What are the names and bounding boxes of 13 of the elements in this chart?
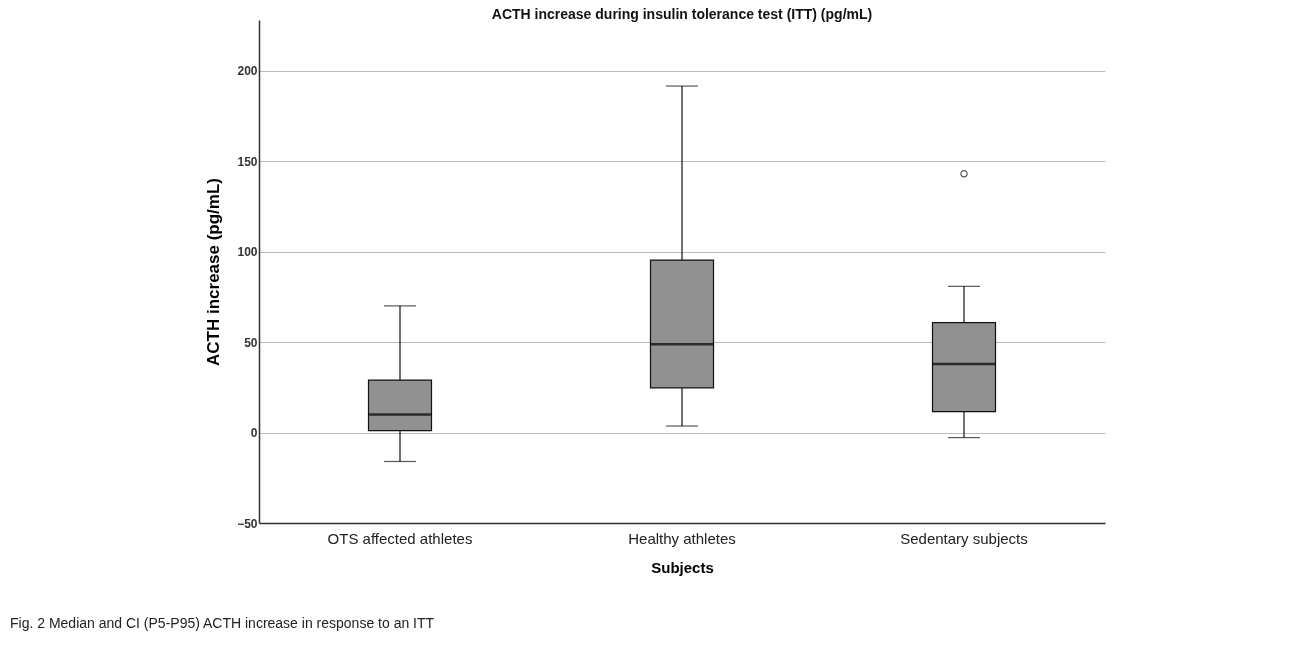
caption: Fig. 2 Median and CI (P5-P95) ACTH increase in response to an ITT: [10, 615, 435, 631]
y-tick-label: 150: [237, 154, 258, 169]
x-tick-label: Healthy athletes: [628, 529, 736, 547]
y-tick-label: 0: [250, 426, 258, 441]
y-tick-label: 100: [237, 245, 258, 260]
y-tick-label: 200: [237, 64, 258, 79]
y-axis-title: ACTH increase (pg/mL): [204, 178, 224, 366]
x-axis-title: Subjects: [651, 558, 714, 576]
x-tick-label: Sedentary subjects: [900, 529, 1028, 547]
y-tick-label: −50: [237, 516, 258, 531]
chart-title: ACTH increase during insulin tolerance test (ITT) (pg/mL): [491, 6, 873, 22]
x-tick-label: OTS affected athletes: [327, 529, 473, 547]
y-tick-label: 50: [244, 335, 258, 350]
